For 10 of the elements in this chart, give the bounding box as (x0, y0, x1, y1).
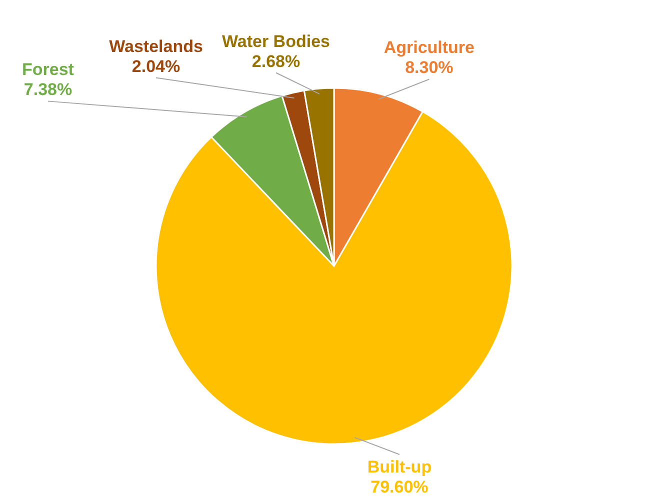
slice-label: Agriculture (384, 38, 475, 58)
slice-label: Water Bodies (222, 32, 330, 51)
data-label: 2.04% (132, 56, 180, 76)
data-label: 7.38% (24, 80, 72, 100)
slice-label: Forest (22, 60, 74, 80)
data-label: 2.68% (252, 52, 300, 71)
slice-label: Built-up (367, 457, 432, 476)
data-label: 8.30% (405, 58, 454, 78)
slice-label: Wastelands (109, 36, 203, 56)
data-label: 79.60% (370, 477, 428, 496)
